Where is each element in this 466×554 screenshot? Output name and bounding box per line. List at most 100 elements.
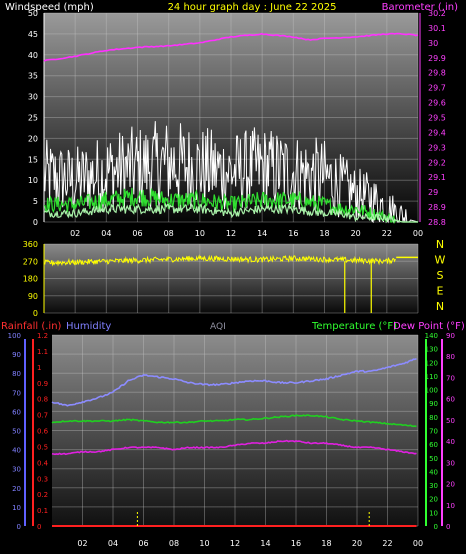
- x-tick-label: 04: [101, 229, 111, 238]
- temperature-tick-label: 80: [429, 414, 438, 422]
- compass-label: S: [437, 269, 444, 282]
- dewpoint-axis-label: Dew Point (°F): [393, 321, 465, 332]
- windspeed-tick-label: 10: [28, 176, 38, 185]
- x-tick-label: 16: [291, 539, 301, 548]
- temperature-tick-label: 60: [429, 441, 438, 449]
- barometer-series: [43, 32, 419, 62]
- wind-speed-series: [44, 187, 418, 224]
- x-tick-label: 00: [413, 539, 423, 548]
- dewpoint-tick-label: 20: [446, 481, 455, 489]
- rain-tick-label: 0.5: [37, 443, 48, 451]
- windspeed-tick-label: 5: [33, 197, 38, 206]
- direction-tick-label: 90: [28, 292, 38, 301]
- temperature-tick-label: 0: [434, 523, 438, 531]
- direction-tick-label: 0: [33, 309, 38, 318]
- dewpoint-tick-label: 80: [446, 353, 455, 361]
- dewpoint-series: [51, 439, 417, 456]
- barometer-tick-label: 29.4: [428, 128, 446, 137]
- x-tick-label: 08: [164, 229, 174, 238]
- humidity-tick-label: 30: [12, 466, 21, 474]
- x-tick-label: 16: [288, 229, 298, 238]
- humidity-tick-label: 50: [12, 428, 21, 436]
- temperature-tick-label: 40: [429, 468, 438, 476]
- humidity-tick-label: 60: [12, 408, 21, 416]
- humidity-tick-label: 80: [12, 370, 21, 378]
- windspeed-tick-label: 40: [28, 51, 38, 60]
- rain-tick-label: 0.2: [37, 491, 48, 499]
- x-tick-label: 22: [382, 229, 392, 238]
- temperature-tick-label: 90: [429, 400, 438, 408]
- windspeed-tick-label: 45: [28, 30, 38, 39]
- aqi-label: AQI: [210, 322, 226, 332]
- barometer-tick-label: 29.9: [428, 54, 446, 63]
- wind-average-series: [43, 202, 418, 224]
- x-tick-label: 04: [108, 539, 118, 548]
- wind-direction-series: [43, 254, 396, 267]
- dewpoint-tick-label: 60: [446, 396, 455, 404]
- dewpoint-tick-label: 90: [446, 332, 455, 340]
- compass-label: N: [436, 300, 444, 313]
- humidity-tick-label: 90: [12, 351, 21, 359]
- x-tick-label: 12: [226, 229, 236, 238]
- barometer-tick-label: 29.1: [428, 173, 446, 182]
- windspeed-tick-label: 35: [28, 72, 38, 81]
- humidity-tick-label: 70: [12, 389, 21, 397]
- compass-label: N: [436, 238, 444, 251]
- temperature-tick-label: 140: [425, 332, 438, 340]
- plot-area-climate: [52, 335, 418, 526]
- rain-tick-label: 1.2: [37, 332, 48, 340]
- temperature-tick-label: 20: [429, 496, 438, 504]
- windspeed-tick-label: 20: [28, 134, 38, 143]
- temperature-tick-label: 10: [429, 509, 438, 517]
- rain-tick-label: 0.6: [37, 428, 49, 436]
- windspeed-tick-label: 0: [33, 218, 38, 227]
- rain-tick-label: 0.4: [37, 459, 49, 467]
- barometer-tick-label: 29.8: [428, 69, 446, 78]
- temperature-tick-label: 50: [429, 455, 438, 463]
- barometer-tick-label: 29.5: [428, 114, 446, 123]
- windspeed-axis-label: Windspeed (mph): [5, 2, 94, 13]
- x-tick-label: 14: [260, 539, 270, 548]
- rainfall-axis-label: Rainfall (.in): [1, 321, 62, 332]
- temperature-tick-label: 70: [429, 428, 438, 436]
- plot-area-direction: [44, 244, 418, 313]
- x-tick-label: 14: [257, 229, 267, 238]
- rain-tick-label: 0.3: [37, 475, 48, 483]
- temperature-tick-label: 30: [429, 482, 438, 490]
- climate-panel: 02 04 06 08 10 12 14 16 18 20 22 000102030405060708…: [8, 332, 455, 548]
- humidity-tick-label: 0: [17, 523, 21, 531]
- windspeed-tick-label: 50: [28, 9, 38, 18]
- wind-gust-series: [43, 121, 419, 224]
- rain-tick-label: 0.8: [37, 396, 48, 404]
- rain-tick-label: 1.1: [37, 348, 48, 356]
- temperature-tick-label: 110: [425, 373, 438, 381]
- x-tick-label: 02: [77, 539, 87, 548]
- barometer-tick-label: 30.2: [428, 9, 446, 18]
- barometer-tick-label: 29.2: [428, 158, 446, 167]
- dewpoint-tick-label: 50: [446, 417, 455, 425]
- x-tick-label: 18: [321, 539, 331, 548]
- humidity-series: [51, 358, 417, 407]
- temperature-tick-label: 130: [425, 346, 438, 354]
- temperature-axis-label: Temperature (°F): [311, 321, 397, 332]
- windspeed-tick-label: 25: [28, 114, 38, 123]
- x-tick-label: 20: [351, 229, 361, 238]
- x-tick-label: 02: [70, 229, 80, 238]
- compass-label: W: [435, 254, 446, 267]
- dewpoint-tick-label: 30: [446, 459, 455, 467]
- x-tick-label: 22: [382, 539, 392, 548]
- barometer-tick-label: 30.1: [428, 24, 446, 33]
- x-tick-label: 06: [132, 229, 142, 238]
- dewpoint-tick-label: 40: [446, 438, 455, 446]
- temperature-tick-label: 100: [425, 387, 438, 395]
- humidity-tick-label: 10: [12, 504, 21, 512]
- rain-tick-label: 1: [37, 364, 41, 372]
- barometer-axis-label: Barometer (.in): [382, 2, 458, 13]
- compass-label: E: [437, 285, 444, 298]
- x-tick-label: 06: [138, 539, 148, 548]
- barometer-tick-label: 29.7: [428, 84, 446, 93]
- direction-tick-label: 180: [23, 275, 38, 284]
- temperature-tick-label: 120: [425, 359, 438, 367]
- wind-barometer-panel: 02 04 06 08 10 12 14 16 18 20 22 000510152025303540…: [28, 9, 446, 238]
